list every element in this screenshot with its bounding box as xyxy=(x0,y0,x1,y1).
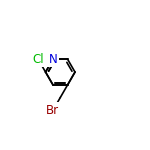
Text: N: N xyxy=(49,53,57,66)
Text: Cl: Cl xyxy=(32,53,44,66)
Text: Br: Br xyxy=(46,104,60,117)
